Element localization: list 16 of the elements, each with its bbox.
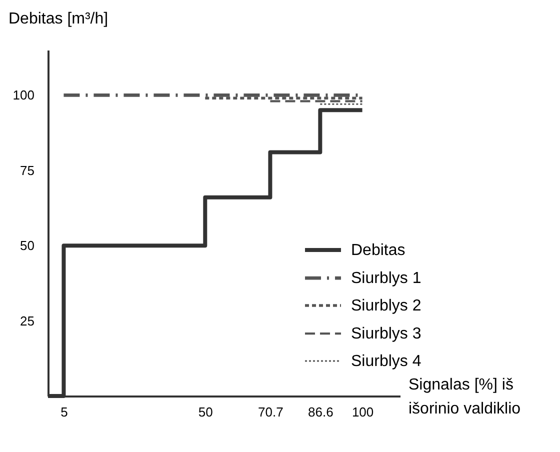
legend-label: Siurblys 2: [351, 298, 422, 314]
x-tick-label: 70.7: [258, 404, 284, 420]
x-tick-label: 100: [352, 404, 374, 420]
legend-label: Siurblys 3: [351, 326, 422, 342]
legend-label: Siurblys 4: [351, 353, 422, 370]
x-tick-label: 50: [198, 404, 213, 420]
x-axis-title: Signalas [%] iš išorinio valdiklio: [408, 376, 521, 418]
y-tick-label: 100: [12, 88, 34, 103]
legend-label: Siurblys 1: [351, 270, 422, 287]
y-tick-label: 50: [20, 238, 34, 254]
x-tick-label: 5: [60, 404, 68, 420]
x-tick-label: 86.6: [308, 404, 334, 420]
y-tick-label: 75: [20, 162, 34, 178]
y-tick-label: 25: [20, 313, 34, 328]
y-axis-title: Debitas [m³/h]: [8, 10, 108, 28]
legend-label: Debitas: [351, 242, 406, 259]
